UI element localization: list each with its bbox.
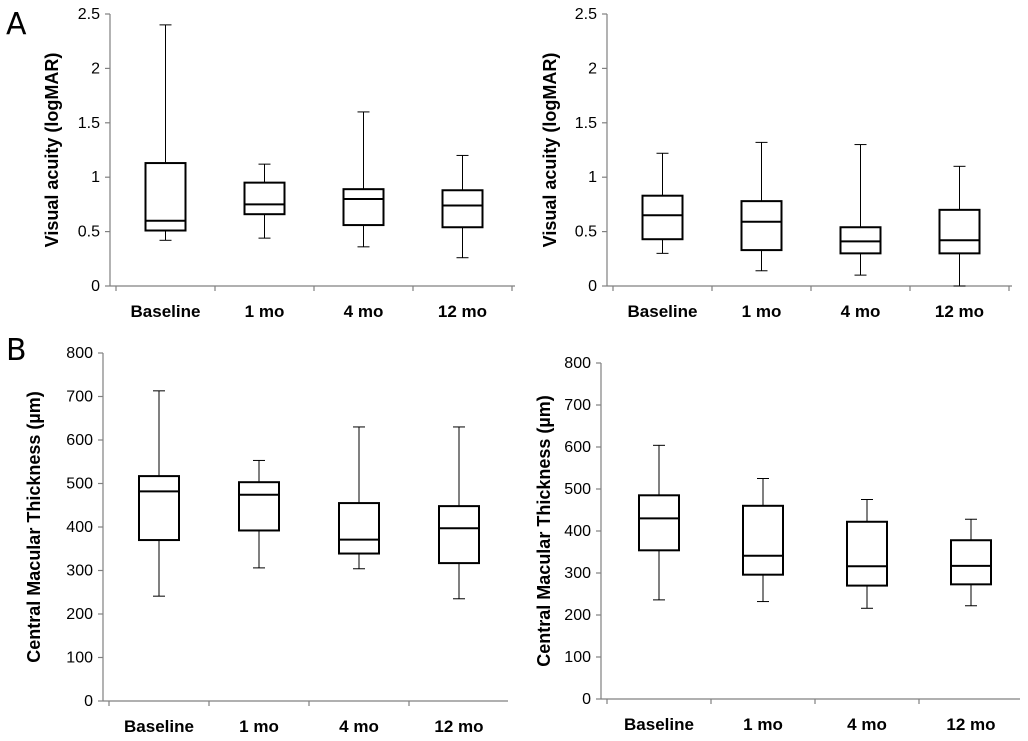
x-category-label: 12 mo [935, 302, 984, 321]
box-12-mo [441, 154, 484, 259]
y-axis-label: Central Macular Thickness (µm) [24, 391, 44, 662]
y-tick-label: 400 [66, 519, 93, 536]
y-tick-label: 0 [91, 278, 100, 295]
y-tick-label: 600 [66, 432, 93, 449]
iqr-box [742, 504, 784, 576]
box-4-mo [338, 426, 380, 570]
y-tick-label: 0.5 [575, 224, 597, 241]
box-4-mo [839, 144, 882, 276]
box-12-mo [938, 165, 981, 287]
iqr-box [342, 188, 385, 227]
y-tick-label: 500 [564, 481, 591, 498]
iqr-box [138, 475, 180, 542]
y-tick-label: 2.5 [78, 6, 100, 23]
x-category-label: 12 mo [946, 715, 995, 734]
y-tick-label: 700 [66, 389, 93, 406]
y-tick-label: 800 [564, 355, 591, 372]
y-tick-label: 1.5 [575, 115, 597, 132]
y-tick-label: 1.5 [78, 115, 100, 132]
iqr-box [243, 181, 286, 216]
y-tick-label: 100 [66, 650, 93, 667]
x-category-label: Baseline [628, 302, 698, 321]
y-axis-label: Central Macular Thickness (µm) [534, 395, 554, 666]
y-axis-label: Visual acuity (logMAR) [42, 53, 62, 248]
y-axis-label: Visual acuity (logMAR) [540, 53, 560, 248]
x-category-label: 4 mo [339, 717, 379, 736]
y-tick-label: 300 [564, 565, 591, 582]
y-tick-label: 700 [564, 397, 591, 414]
box-1-mo [742, 478, 784, 603]
x-category-label: 4 mo [841, 302, 881, 321]
box-baseline [638, 444, 680, 601]
iqr-box [846, 520, 888, 587]
iqr-box [338, 502, 380, 555]
iqr-box [638, 494, 680, 552]
y-tick-label: 0 [84, 693, 93, 710]
panel-label-b: B [6, 333, 27, 368]
panel-label-a: A [6, 7, 27, 42]
y-tick-label: 600 [564, 439, 591, 456]
x-category-label: 1 mo [245, 302, 285, 321]
y-tick-label: 100 [564, 649, 591, 666]
y-tick-label: 300 [66, 563, 93, 580]
x-category-label: 12 mo [434, 717, 483, 736]
chart-3: 0 100 200 300 400 500 600 700 800 Central Macular… [24, 345, 508, 736]
x-category-label: 1 mo [742, 302, 782, 321]
y-tick-label: 2 [91, 60, 100, 77]
y-tick-label: 400 [564, 523, 591, 540]
iqr-box [438, 505, 480, 565]
iqr-box [938, 208, 981, 255]
box-baseline [641, 152, 684, 254]
box-1-mo [238, 459, 280, 569]
y-tick-label: 200 [564, 607, 591, 624]
iqr-box [839, 226, 882, 255]
iqr-box [238, 481, 280, 532]
iqr-box [950, 539, 992, 586]
x-category-label: 4 mo [847, 715, 887, 734]
iqr-box [144, 162, 187, 232]
box-1-mo [740, 141, 783, 272]
x-category-label: Baseline [624, 715, 694, 734]
y-tick-label: 0.5 [78, 224, 100, 241]
x-category-label: Baseline [124, 717, 194, 736]
y-tick-label: 1 [91, 169, 100, 186]
x-category-label: 12 mo [438, 302, 487, 321]
x-category-label: 1 mo [239, 717, 279, 736]
y-tick-label: 0 [582, 691, 591, 708]
y-tick-label: 2.5 [575, 6, 597, 23]
x-category-label: 1 mo [743, 715, 783, 734]
chart-2: 0 0.5 1 1.5 2 2.5 Visual acuity (logMAR) Baseli… [540, 6, 1012, 321]
iqr-box [441, 189, 484, 229]
box-4-mo [846, 499, 888, 609]
box-baseline [144, 24, 187, 241]
x-category-label: Baseline [131, 302, 201, 321]
y-tick-label: 2 [588, 60, 597, 77]
box-4-mo [342, 111, 385, 248]
y-tick-label: 500 [66, 476, 93, 493]
box-1-mo [243, 163, 286, 239]
iqr-box [641, 194, 684, 241]
y-tick-label: 200 [66, 606, 93, 623]
iqr-box [740, 200, 783, 252]
y-tick-label: 1 [588, 169, 597, 186]
box-12-mo [950, 518, 992, 607]
x-category-label: 4 mo [344, 302, 384, 321]
chart-1: 0 0.5 1 1.5 2 2.5 Visual acuity (logMAR) Baseli… [42, 6, 515, 321]
chart-4: 0 100 200 300 400 500 600 700 800 Central Macular… [534, 355, 1020, 734]
y-tick-label: 800 [66, 345, 93, 362]
box-baseline [138, 390, 180, 597]
box-12-mo [438, 426, 480, 600]
y-tick-label: 0 [588, 278, 597, 295]
